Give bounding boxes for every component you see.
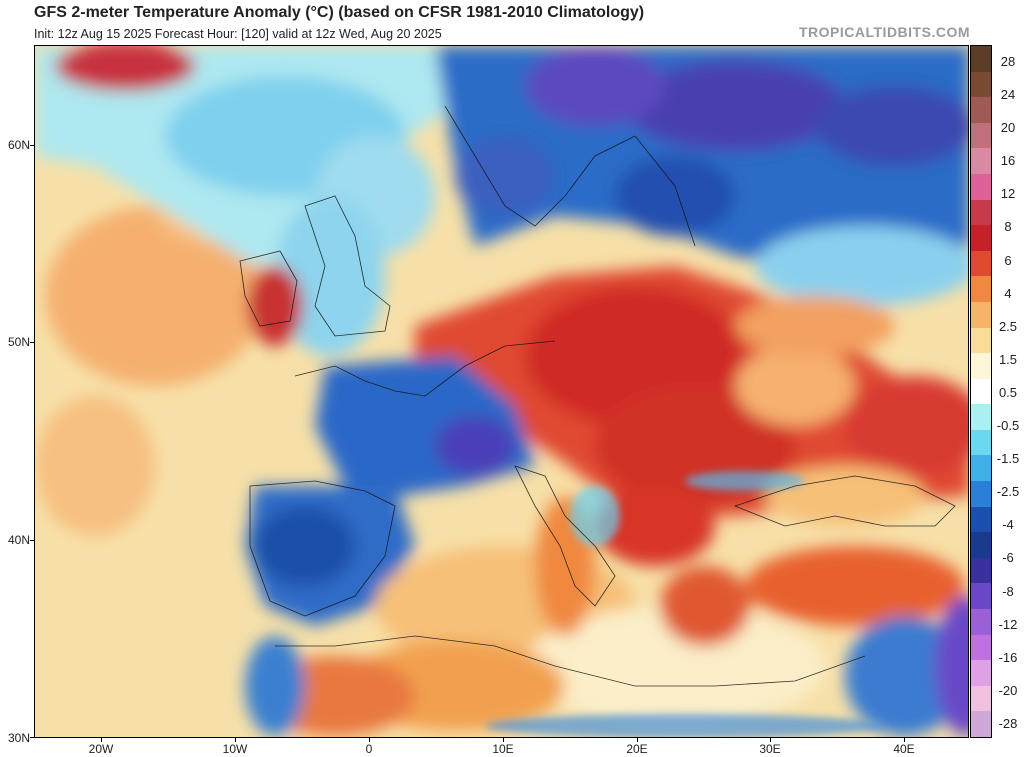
colorbar-segment xyxy=(971,481,991,508)
lon-label-30e: 30E xyxy=(759,742,781,756)
lon-label-0: 0 xyxy=(365,742,373,756)
colorbar-label: -0.5 xyxy=(996,418,1020,434)
colorbar-label: -1.5 xyxy=(996,451,1020,467)
colorbar-segment xyxy=(971,122,991,149)
colorbar-label: 28 xyxy=(1000,54,1016,69)
map-subtitle: Init: 12z Aug 15 2025 Forecast Hour: [12… xyxy=(34,27,442,41)
lon-tick xyxy=(235,738,236,742)
colorbar-label: 2.5 xyxy=(998,318,1018,334)
lat-tick xyxy=(30,342,34,343)
anomaly-field xyxy=(35,46,968,736)
lat-tick xyxy=(30,737,34,738)
lon-tick xyxy=(503,738,504,742)
colorbar-segment xyxy=(971,532,991,559)
colorbar-segment xyxy=(971,199,991,226)
colorbar-segment xyxy=(971,429,991,456)
lat-label-50n: 50N xyxy=(7,335,30,349)
colorbar-segment xyxy=(971,378,991,405)
lon-label-10w: 10W xyxy=(222,742,248,756)
colorbar-segment xyxy=(971,660,991,687)
colorbar-label: -8 xyxy=(1002,583,1014,599)
colorbar-label: -28 xyxy=(998,715,1018,731)
colorbar-label: -16 xyxy=(998,649,1018,665)
colorbar-label: 12 xyxy=(1000,186,1016,202)
lat-label-30n: 30N xyxy=(7,731,30,745)
anomaly-coast-highlights xyxy=(485,471,885,737)
colorbar-segment xyxy=(971,506,991,533)
lon-tick xyxy=(770,738,771,742)
colorbar-segment xyxy=(971,173,991,201)
colorbar-label: 20 xyxy=(1000,120,1016,136)
lat-label-40n: 40N xyxy=(7,533,30,547)
colorbar-segment xyxy=(971,404,991,431)
colorbar-segment xyxy=(971,455,991,482)
colorbar-segment xyxy=(971,46,991,73)
lon-label-10e: 10E xyxy=(492,742,514,756)
lon-tick xyxy=(904,738,905,742)
colorbar-label: -2.5 xyxy=(996,484,1020,500)
temperature-anomaly-map xyxy=(34,45,969,738)
colorbar-label: 6 xyxy=(1004,252,1012,268)
colorbar-label: 8 xyxy=(1004,219,1012,235)
lon-label-20e: 20E xyxy=(626,742,648,756)
coastlines xyxy=(239,105,956,687)
colorbar-segment xyxy=(971,353,991,380)
colorbar-label: -20 xyxy=(998,682,1018,698)
lat-tick xyxy=(30,540,34,541)
colorbar-segment xyxy=(971,583,991,610)
colorbar-segment xyxy=(971,276,991,303)
lon-label-20w: 20W xyxy=(88,742,114,756)
colorbar-segment xyxy=(971,225,991,252)
colorbar-label: 16 xyxy=(1000,153,1016,169)
colorbar-segment xyxy=(971,711,991,738)
colorbar-segment xyxy=(971,634,991,661)
lon-label-40e: 40E xyxy=(893,742,915,756)
colorbar-label: -6 xyxy=(1002,550,1014,566)
colorbar-segment xyxy=(971,327,991,354)
lon-tick xyxy=(369,738,370,742)
colorbar-segment xyxy=(971,609,991,636)
colorbar-label: 24 xyxy=(1000,87,1016,103)
colorbar-segment xyxy=(971,250,991,277)
colorbar-label: 0.5 xyxy=(998,384,1018,400)
colorbar-label: 1.5 xyxy=(998,351,1018,367)
lon-tick xyxy=(637,738,638,742)
colorbar-label: 4 xyxy=(1004,285,1012,301)
lon-tick xyxy=(101,738,102,742)
map-canvas xyxy=(35,46,968,737)
colorbar-segment xyxy=(971,71,991,98)
colorbar-segment xyxy=(971,97,991,124)
colorbar xyxy=(970,45,992,738)
colorbar-segment xyxy=(971,301,991,328)
lat-tick xyxy=(30,145,34,146)
brand-watermark: TROPICALTIDBITS.COM xyxy=(798,24,970,40)
map-title: GFS 2-meter Temperature Anomaly (°C) (ba… xyxy=(34,4,645,21)
colorbar-segment xyxy=(971,685,991,712)
lat-label-60n: 60N xyxy=(7,138,30,152)
colorbar-label: -4 xyxy=(1002,517,1014,533)
colorbar-label: -12 xyxy=(998,616,1018,632)
colorbar-segment xyxy=(971,148,991,175)
colorbar-segment xyxy=(971,557,991,584)
